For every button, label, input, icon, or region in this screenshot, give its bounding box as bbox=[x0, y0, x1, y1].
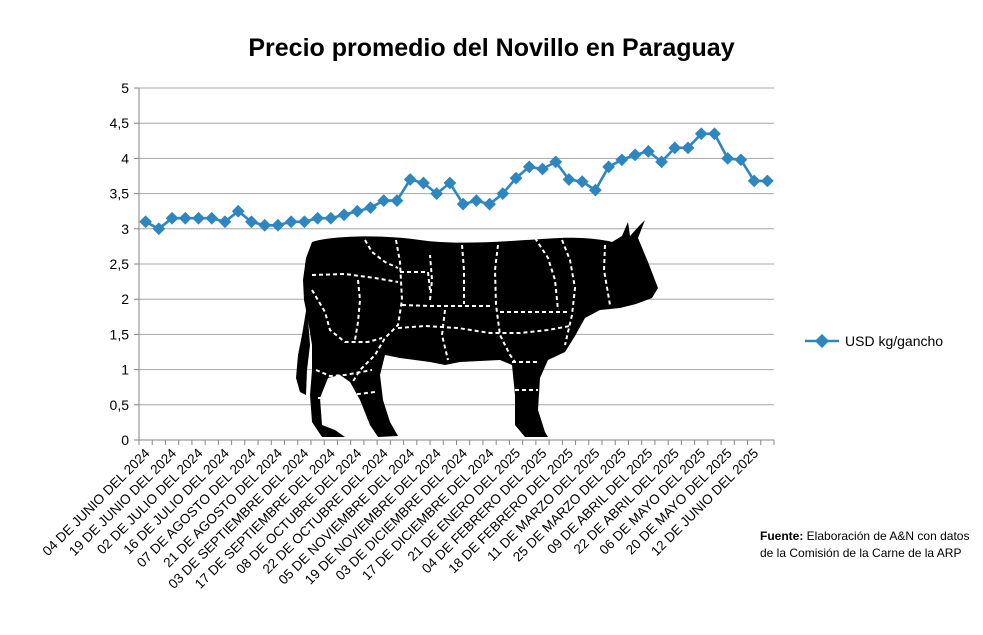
y-tick-label: 2 bbox=[121, 291, 129, 307]
y-tick-label: 5 bbox=[121, 80, 129, 96]
data-point bbox=[615, 153, 629, 167]
y-tick-labels: 0 0,5 1 1,5 2 2,5 3 3,5 4 4,5 5 bbox=[110, 80, 130, 448]
data-point bbox=[536, 162, 549, 176]
y-tick-label: 4,5 bbox=[110, 115, 130, 131]
data-point bbox=[192, 211, 205, 225]
series-usd-kg-gancho bbox=[139, 127, 774, 236]
data-point bbox=[271, 218, 285, 232]
source-text: Elaboración de A&N con datos de la Comis… bbox=[760, 529, 970, 560]
y-tick-label: 0,5 bbox=[110, 397, 130, 413]
data-point bbox=[324, 211, 338, 225]
y-tick-label: 2,5 bbox=[110, 256, 130, 272]
data-point bbox=[747, 174, 761, 188]
data-point bbox=[298, 215, 311, 229]
chart-title: Precio promedio del Novillo en Paraguay bbox=[248, 34, 735, 62]
y-tick-label: 3 bbox=[121, 221, 129, 237]
data-point bbox=[178, 211, 192, 225]
data-point bbox=[734, 153, 748, 167]
data-point bbox=[218, 215, 232, 229]
data-point bbox=[364, 201, 377, 215]
source-note: Fuente: Elaboración de A&N con datos de … bbox=[760, 528, 975, 562]
data-point bbox=[430, 187, 444, 200]
legend: USD kg/gancho bbox=[805, 333, 943, 349]
y-tick-label: 1 bbox=[121, 362, 129, 378]
data-point bbox=[231, 204, 245, 218]
data-point bbox=[152, 222, 166, 236]
legend-marker-icon bbox=[805, 334, 839, 348]
data-point bbox=[403, 173, 417, 186]
data-point bbox=[761, 174, 774, 188]
data-point bbox=[205, 211, 219, 225]
data-point bbox=[483, 197, 496, 211]
data-point bbox=[311, 211, 324, 225]
data-point bbox=[575, 175, 589, 188]
data-point bbox=[589, 183, 602, 197]
data-point bbox=[496, 187, 510, 200]
data-point bbox=[469, 194, 483, 208]
cow-silhouette-icon bbox=[296, 220, 658, 437]
data-point bbox=[417, 176, 430, 190]
y-tick-label: 0 bbox=[121, 432, 129, 448]
data-point bbox=[350, 204, 364, 218]
data-point bbox=[708, 127, 721, 141]
data-point bbox=[390, 194, 404, 208]
data-point bbox=[165, 211, 179, 225]
source-label: Fuente: bbox=[760, 529, 804, 543]
data-point bbox=[443, 176, 457, 190]
y-tick-label: 1,5 bbox=[110, 326, 130, 342]
data-point bbox=[602, 160, 615, 174]
data-point bbox=[456, 197, 470, 211]
y-tick-label: 4 bbox=[121, 150, 129, 166]
data-point bbox=[258, 218, 272, 232]
data-point bbox=[284, 215, 298, 229]
data-point bbox=[721, 152, 735, 165]
data-point bbox=[337, 208, 351, 222]
legend-label: USD kg/gancho bbox=[845, 333, 944, 349]
data-point bbox=[245, 215, 258, 229]
y-tick-label: 3,5 bbox=[110, 186, 130, 202]
data-point bbox=[377, 194, 391, 208]
data-point bbox=[139, 215, 152, 229]
data-point bbox=[628, 148, 642, 162]
